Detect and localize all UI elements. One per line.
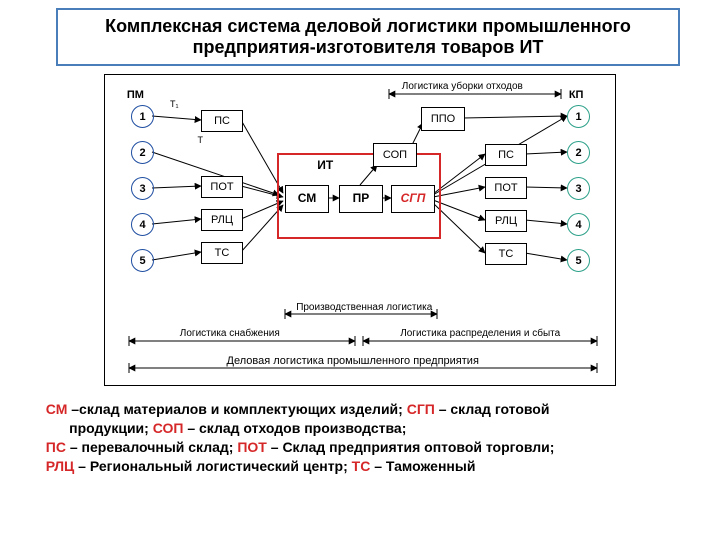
node-pm4: 4 [131,213,154,236]
diagram-label: КП [569,89,584,101]
node-sop: СОП [373,143,417,167]
node-tc-r: ТС [485,243,527,265]
node-pm2: 2 [131,141,154,164]
node-rlc-r: РЛЦ [485,210,527,232]
node-ppo: ППО [421,107,465,131]
node-rlc-l: РЛЦ [201,209,243,231]
node-ps-r: ПС [485,144,527,166]
node-pr: ПР [339,185,383,213]
node-pot-l: ПОТ [201,176,243,198]
diagram-label: ИТ [317,158,333,172]
node-pm3: 3 [131,177,154,200]
title-text: Комплексная система деловой логистики пр… [105,16,631,57]
node-kp3: 3 [567,177,590,200]
node-sgp: СГП [391,185,435,213]
diagram-label: Логистика распределения и сбыта [400,328,560,339]
legend: СМ –склад материалов и комплектующих изд… [38,400,686,476]
diagram-label: Логистика снабжения [180,328,280,339]
node-ps-l: ПС [201,110,243,132]
node-pm5: 5 [131,249,154,272]
diagram-label: ПМ [127,89,144,101]
node-kp2: 2 [567,141,590,164]
diagram-label: Т [197,135,203,145]
page-title: Комплексная система деловой логистики пр… [56,8,680,66]
node-pot-r: ПОТ [485,177,527,199]
node-tc-l: ТС [201,242,243,264]
diagram: ПМ КП ИТ Т₁ Т Логистика уборки отходов Произво… [104,74,616,386]
node-kp5: 5 [567,249,590,272]
diagram-label: Производственная логистика [296,302,432,313]
diagram-label: Логистика уборки отходов [402,81,523,92]
node-kp1: 1 [567,105,590,128]
node-kp4: 4 [567,213,590,236]
node-pm1: 1 [131,105,154,128]
diagram-label: Деловая логистика промышленного предприя… [227,355,479,367]
diagram-label: Т₁ [170,99,179,109]
node-sm: СМ [285,185,329,213]
